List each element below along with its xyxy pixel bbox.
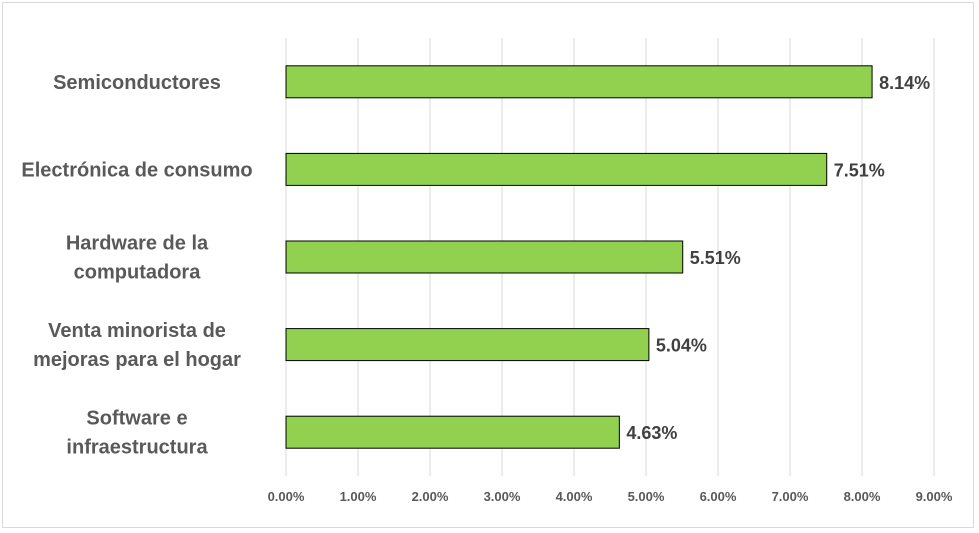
x-tick-label: 6.00% — [700, 489, 737, 504]
x-tick-label: 0.00% — [268, 489, 305, 504]
bar — [285, 328, 650, 362]
x-tick-label: 1.00% — [340, 489, 377, 504]
category-label-line: infraestructura — [66, 437, 208, 459]
category-label-line: Venta minorista de — [48, 320, 226, 342]
data-label: 4.63% — [626, 423, 677, 443]
x-tick-label: 9.00% — [916, 489, 953, 504]
data-label: 5.51% — [690, 248, 741, 268]
data-label: 8.14% — [879, 73, 930, 93]
x-tick-label: 5.00% — [628, 489, 665, 504]
data-label: 5.04% — [656, 336, 707, 356]
x-tick-label: 3.00% — [484, 489, 521, 504]
category-label-line: Hardware de la — [66, 233, 209, 255]
x-tick-label: 4.00% — [556, 489, 593, 504]
category-label: Hardware de la computadora — [66, 233, 209, 284]
category-label: Software e infraestructura — [66, 408, 208, 459]
bar — [285, 152, 828, 186]
bar — [285, 415, 620, 449]
category-label: Electrónica de consumo — [21, 159, 252, 181]
category-label-line: mejoras para el hogar — [33, 349, 241, 371]
x-tick-label: 8.00% — [844, 489, 881, 504]
bar — [285, 65, 873, 99]
category-label-line: Electrónica de consumo — [21, 159, 252, 181]
x-tick-label: 2.00% — [412, 489, 449, 504]
category-label: Venta minorista de mejoras para el hogar — [33, 320, 241, 371]
data-label: 7.51% — [834, 160, 885, 180]
category-label-line: Semiconductores — [53, 72, 221, 94]
category-label: Semiconductores — [53, 72, 221, 94]
x-tick-label: 7.00% — [772, 489, 809, 504]
category-label-line: computadora — [74, 262, 202, 284]
bar — [285, 240, 684, 274]
category-label-line: Software e — [86, 408, 187, 430]
